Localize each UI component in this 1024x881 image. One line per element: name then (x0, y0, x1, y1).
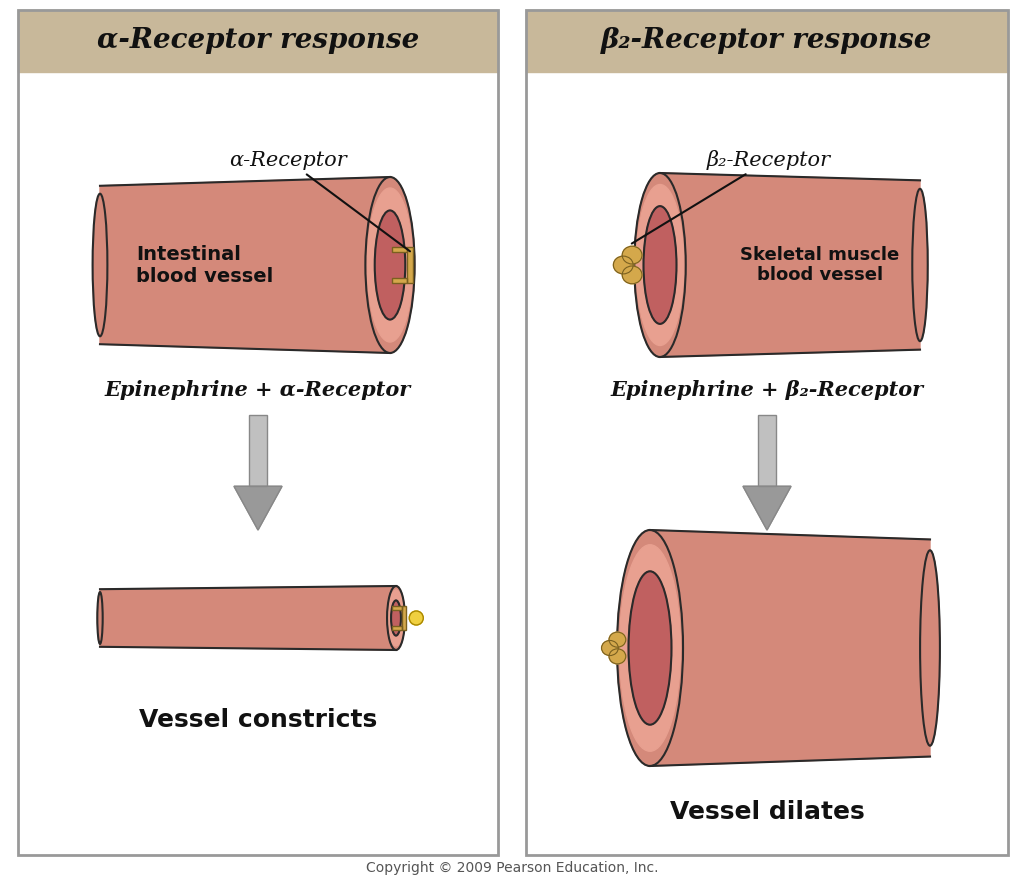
Bar (526, 10, 1008, 855)
Text: β₂-Receptor: β₂-Receptor (632, 150, 831, 243)
Ellipse shape (410, 611, 423, 625)
Text: Vessel dilates: Vessel dilates (670, 800, 864, 824)
Bar (392, 626, 402, 630)
Bar (392, 606, 402, 610)
Ellipse shape (387, 586, 404, 650)
Ellipse shape (601, 640, 618, 655)
Ellipse shape (629, 571, 672, 725)
Ellipse shape (97, 592, 102, 644)
Ellipse shape (375, 211, 406, 320)
Bar (758, 415, 776, 486)
Polygon shape (660, 173, 920, 357)
Ellipse shape (368, 188, 413, 342)
Text: Copyright © 2009 Pearson Education, Inc.: Copyright © 2009 Pearson Education, Inc. (366, 861, 658, 875)
Ellipse shape (623, 266, 642, 284)
Ellipse shape (391, 600, 401, 635)
Bar (392, 606, 402, 610)
Ellipse shape (912, 189, 928, 341)
Text: α-Receptor: α-Receptor (229, 151, 410, 251)
Bar (391, 247, 408, 252)
Ellipse shape (92, 194, 108, 337)
Text: Intestinal
blood vessel: Intestinal blood vessel (136, 245, 273, 285)
Polygon shape (100, 586, 396, 650)
Bar (408, 247, 413, 283)
Ellipse shape (609, 632, 626, 648)
Bar (526, 10, 1008, 72)
Text: β₂-Receptor response: β₂-Receptor response (601, 27, 933, 55)
Bar (391, 278, 408, 283)
Ellipse shape (609, 648, 626, 664)
Text: Vessel constricts: Vessel constricts (139, 708, 377, 732)
Ellipse shape (613, 256, 633, 274)
Bar (18, 10, 498, 72)
Bar (408, 247, 413, 283)
Ellipse shape (643, 206, 677, 324)
Bar (392, 626, 402, 630)
Polygon shape (743, 486, 791, 530)
Ellipse shape (366, 177, 415, 353)
Bar (402, 606, 406, 630)
Bar (391, 247, 408, 252)
Ellipse shape (616, 530, 683, 766)
Ellipse shape (636, 184, 684, 345)
Text: Epinephrine + β₂-Receptor: Epinephrine + β₂-Receptor (610, 380, 924, 400)
Bar (391, 278, 408, 283)
Bar (758, 415, 776, 486)
Ellipse shape (620, 544, 681, 751)
Bar (402, 606, 406, 630)
Text: α-Receptor response: α-Receptor response (97, 27, 419, 55)
Ellipse shape (623, 246, 642, 264)
Ellipse shape (634, 173, 686, 357)
Polygon shape (100, 177, 390, 353)
Polygon shape (650, 530, 930, 766)
Ellipse shape (921, 551, 940, 745)
Bar (18, 10, 498, 855)
Bar (249, 415, 267, 486)
Bar (526, 10, 1008, 855)
Bar (249, 415, 267, 486)
Ellipse shape (388, 590, 404, 646)
Text: Skeletal muscle
blood vessel: Skeletal muscle blood vessel (740, 246, 900, 285)
Text: Epinephrine + α-Receptor: Epinephrine + α-Receptor (104, 380, 411, 400)
Polygon shape (234, 486, 282, 530)
Bar (18, 10, 498, 855)
